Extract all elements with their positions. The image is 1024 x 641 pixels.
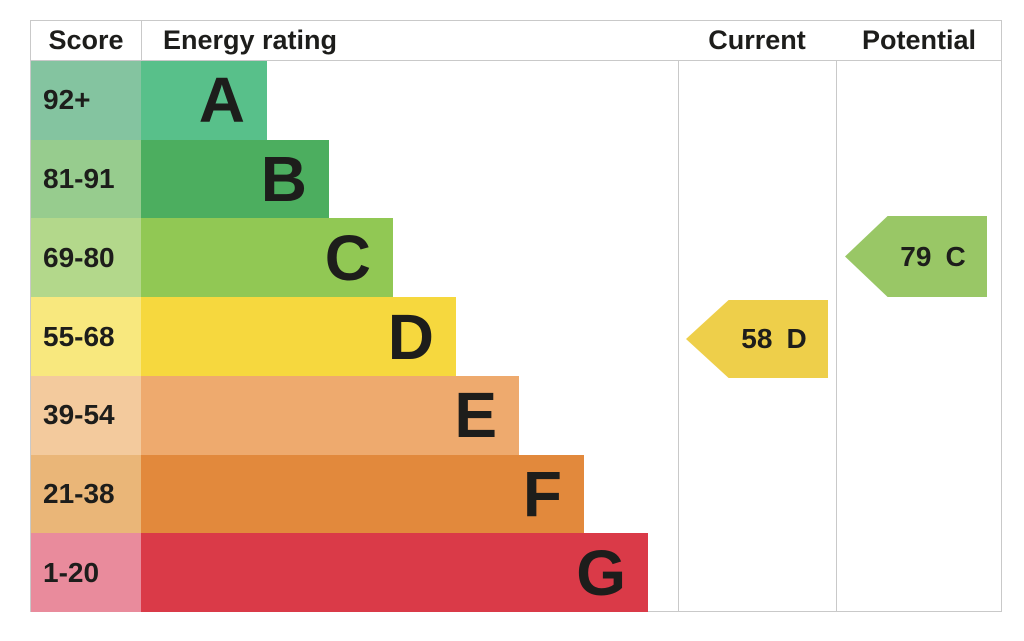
band-rows: 92+ A 81-91 B 69-80 C [31,61,678,613]
band-letter-f: F [522,457,562,530]
potential-rating-value: 79 [900,240,932,272]
score-range-c: 69-80 [43,241,115,273]
potential-rating-band: C [945,240,966,272]
table-header: Score Energy rating Current Potential [31,21,1001,61]
energy-bar-d: D [141,297,456,376]
band-row-b: 81-91 B [31,139,678,219]
potential-column-divider [836,21,837,611]
current-column-divider [678,21,679,611]
score-range-a: 92+ [43,84,91,116]
score-range-f: 21-38 [43,477,115,509]
score-cell-c: 69-80 [31,218,141,298]
header-energy-rating: Energy rating [163,25,338,55]
score-range-d: 55-68 [43,320,115,352]
band-letter-d: D [387,300,434,373]
energy-bar-f: F [141,454,584,534]
energy-bar-g: G [141,533,648,613]
score-range-e: 39-54 [43,399,115,431]
score-cell-b: 81-91 [31,139,141,219]
score-range-b: 81-91 [43,163,115,195]
potential-rating-label: 79 C [866,241,965,273]
score-cell-f: 21-38 [31,454,141,534]
band-letter-e: E [454,379,497,452]
band-letter-g: G [576,536,626,609]
band-row-d: 55-68 D [31,297,678,376]
band-row-g: 1-20 G [31,533,678,613]
energy-bar-a: A [141,61,267,140]
band-letter-b: B [260,143,307,216]
band-row-a: 92+ A [31,61,678,140]
score-cell-e: 39-54 [31,375,141,455]
score-range-g: 1-20 [43,556,100,588]
current-rating-label: 58 D [707,323,806,355]
current-rating-band: D [786,323,807,354]
score-cell-a: 92+ [31,61,141,140]
current-rating-arrow: 58 D [686,300,828,378]
energy-bar-b: B [141,139,329,219]
current-rating-value: 58 [741,323,773,354]
band-row-c: 69-80 C [31,218,678,298]
header-potential: Potential [861,25,976,55]
band-row-f: 21-38 F [31,454,678,534]
score-column-divider [141,21,142,61]
potential-rating-arrow: 79 C [845,216,987,297]
header-current: Current [708,25,806,55]
energy-bar-e: E [141,375,519,455]
band-row-e: 39-54 E [31,375,678,455]
energy-bar-c: C [141,218,393,298]
header-score: Score [48,25,124,55]
epc-table: Score Energy rating Current Potential 92… [30,20,1002,613]
score-cell-g: 1-20 [31,533,141,613]
band-letter-c: C [324,221,371,294]
score-cell-d: 55-68 [31,297,141,376]
band-letter-a: A [198,64,245,137]
